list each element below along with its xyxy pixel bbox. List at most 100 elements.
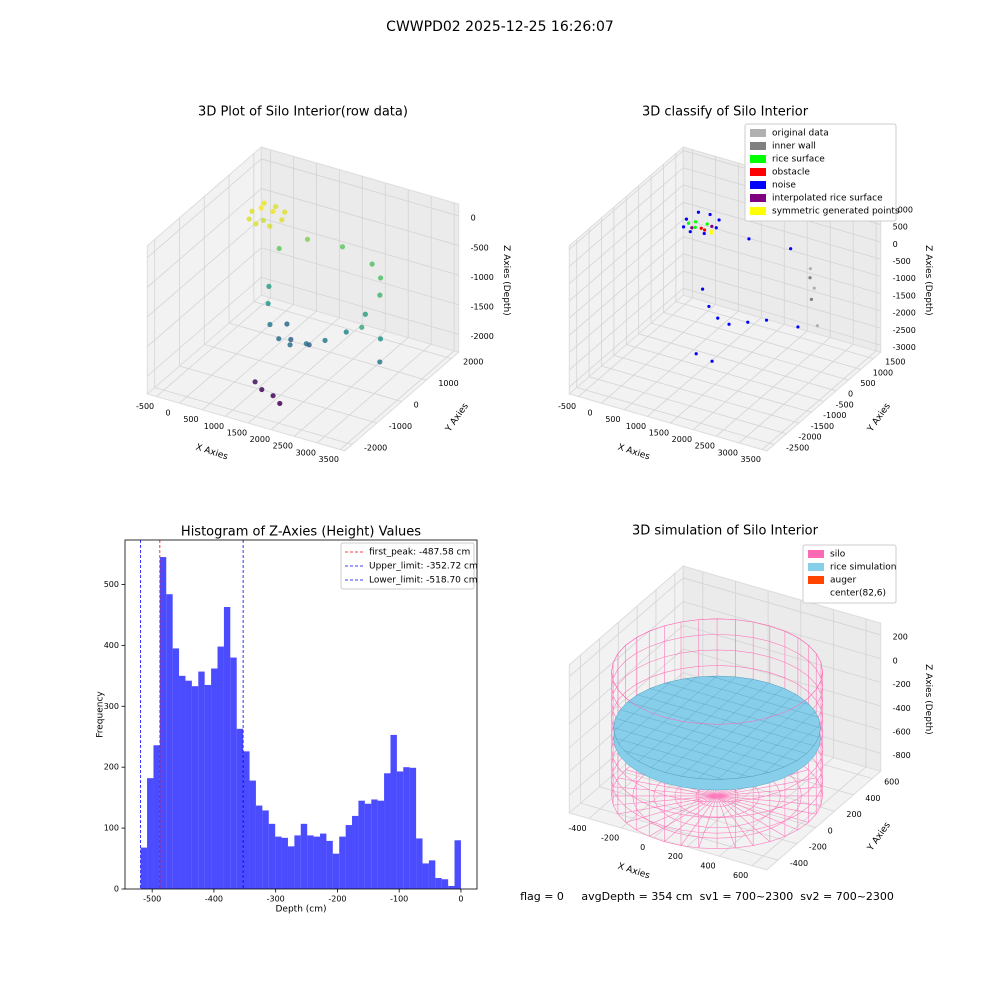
x-tick-label: 1500 <box>227 428 247 437</box>
x-tick-label: 3500 <box>741 455 761 464</box>
x-tick-label: -100 <box>390 895 408 904</box>
point <box>693 220 698 224</box>
bar <box>409 767 417 889</box>
point <box>306 342 312 348</box>
y-tick-label: 1000 <box>438 379 458 388</box>
legend-swatch <box>750 168 766 176</box>
point <box>815 324 819 328</box>
legend-swatch <box>750 181 766 189</box>
legend-box <box>802 544 897 604</box>
y-tick-label: -400 <box>790 859 808 868</box>
bar <box>140 847 148 889</box>
point <box>260 217 266 223</box>
point <box>267 321 273 328</box>
z-axis-label: Z Axies (Depth) <box>923 664 933 735</box>
z-tick-label: -1500 <box>471 303 494 312</box>
y-tick-label: -1500 <box>811 422 834 431</box>
grid-line <box>147 188 459 288</box>
grid-line <box>569 287 881 388</box>
chart-title: 3D simulation of Silo Interior <box>632 524 819 539</box>
x-axis-label: Depth (cm) <box>275 905 326 915</box>
bar <box>185 680 192 889</box>
point <box>249 208 255 214</box>
grid-line <box>569 577 881 677</box>
y-axis-label: Y Axies <box>443 401 471 434</box>
grid-line <box>147 158 459 258</box>
x-tick-label: -400 <box>205 895 223 904</box>
point <box>273 204 279 210</box>
point <box>746 320 750 324</box>
x-tick-label: 600 <box>733 871 748 880</box>
grid-line <box>569 253 881 353</box>
point <box>699 226 703 230</box>
y-tick-label: 500 <box>104 580 119 589</box>
point <box>764 318 769 322</box>
point <box>267 223 273 229</box>
legend-label: symmetric generated points <box>772 207 900 217</box>
point <box>270 208 276 215</box>
x-tick-label: 0 <box>640 843 645 852</box>
z-tick-label: -1000 <box>893 274 916 283</box>
point <box>694 352 698 356</box>
chart-title: 3D classify of Silo Interior <box>642 105 809 120</box>
y-tick-label: 500 <box>860 379 875 388</box>
point <box>707 304 711 309</box>
point <box>747 237 751 241</box>
x-tick-label: 2000 <box>250 435 270 444</box>
x-tick-label: 2500 <box>695 442 715 451</box>
y-axis-label: Frequency <box>96 691 106 738</box>
legend-label: silo <box>830 550 846 560</box>
point <box>693 225 697 229</box>
y-tick-label: 200 <box>104 763 119 772</box>
z-tick-label: -500 <box>471 243 489 252</box>
figure-title: CWWPD02 2025-12-25 16:26:07 <box>386 19 614 35</box>
y-tick-label: -2500 <box>786 443 809 452</box>
point <box>279 217 285 223</box>
point <box>710 359 714 363</box>
point <box>270 393 276 399</box>
y-tick-label: 600 <box>884 777 899 786</box>
z-tick-label: 200 <box>893 633 908 642</box>
y-axis-label: Y Axies <box>865 820 893 853</box>
legend-box <box>744 123 897 222</box>
point <box>282 209 288 215</box>
z-tick-label: -1500 <box>893 291 916 300</box>
bar <box>352 815 359 889</box>
z-tick-label: -800 <box>893 751 911 760</box>
chart-title: Histogram of Z-Axies (Height) Values <box>181 525 421 540</box>
x-axis-label: X Axies <box>194 443 229 463</box>
grid-line <box>580 655 779 861</box>
bar <box>204 684 212 889</box>
z-tick-label: 0 <box>893 240 898 249</box>
y-tick-label: 0 <box>828 826 833 835</box>
y-axis-label: Y Axies <box>865 401 893 434</box>
point <box>287 342 293 348</box>
legend-swatch <box>750 129 766 137</box>
point <box>708 212 712 217</box>
x-tick-label: 400 <box>700 862 715 871</box>
y-tick-label: -500 <box>836 400 854 409</box>
y-tick-label: -1000 <box>823 411 846 420</box>
bar <box>428 860 436 889</box>
y-tick-label: 0 <box>414 400 419 409</box>
bar <box>217 646 224 889</box>
point <box>377 275 384 281</box>
x-tick-label: 1000 <box>626 422 646 431</box>
bar <box>230 657 237 889</box>
x-tick-label: 2500 <box>273 442 293 451</box>
point <box>684 217 689 221</box>
x-tick-label: 1500 <box>649 428 669 437</box>
chart-title: 3D Plot of Silo Interior(row data) <box>198 105 408 120</box>
z-tick-label: -3000 <box>893 343 916 352</box>
legend-label: auger <box>830 576 856 586</box>
x-tick-label: 3000 <box>718 448 738 457</box>
point <box>702 228 707 232</box>
bar <box>441 879 449 889</box>
grid-line <box>638 185 837 392</box>
x-tick-label: -200 <box>328 895 346 904</box>
grid-line <box>569 236 881 336</box>
bar <box>262 810 269 889</box>
y-tick-label: -2000 <box>798 433 821 442</box>
point <box>377 292 383 298</box>
point <box>339 244 346 250</box>
